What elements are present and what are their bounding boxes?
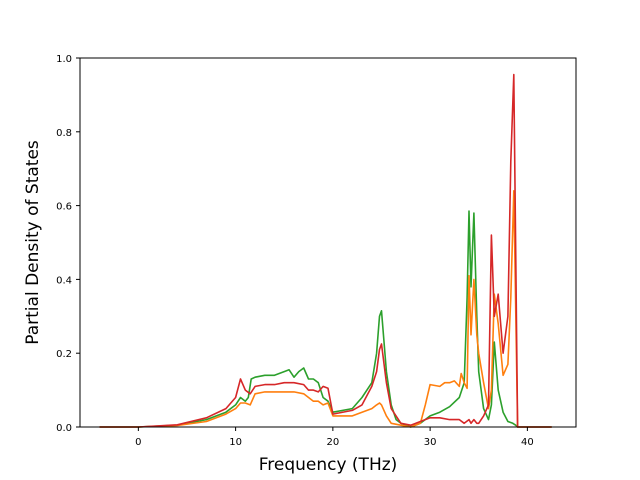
- x-tick-label: 0: [135, 437, 141, 448]
- x-tick-label: 30: [424, 437, 437, 448]
- x-axis-ticks: 0 10 20 30 40: [135, 427, 534, 448]
- y-tick-label: 0.4: [56, 275, 72, 286]
- x-tick-label: 40: [521, 437, 534, 448]
- x-tick-label: 10: [229, 437, 242, 448]
- y-tick-label: 0.8: [56, 128, 72, 139]
- y-tick-label: 0.2: [56, 349, 72, 360]
- y-tick-label: 0.0: [56, 423, 72, 434]
- series-line-3: [99, 73, 552, 428]
- y-axis-label: Partial Density of States: [23, 140, 43, 345]
- y-axis-ticks: 0.0 0.2 0.4 0.6 0.8 1.0: [56, 54, 80, 434]
- series-line-1: [99, 210, 552, 428]
- x-tick-label: 20: [326, 437, 339, 448]
- y-tick-label: 0.6: [56, 202, 72, 213]
- x-axis-label: Frequency (THz): [259, 455, 398, 475]
- plot-frame: [79, 57, 577, 428]
- y-tick-label: 1.0: [56, 54, 72, 65]
